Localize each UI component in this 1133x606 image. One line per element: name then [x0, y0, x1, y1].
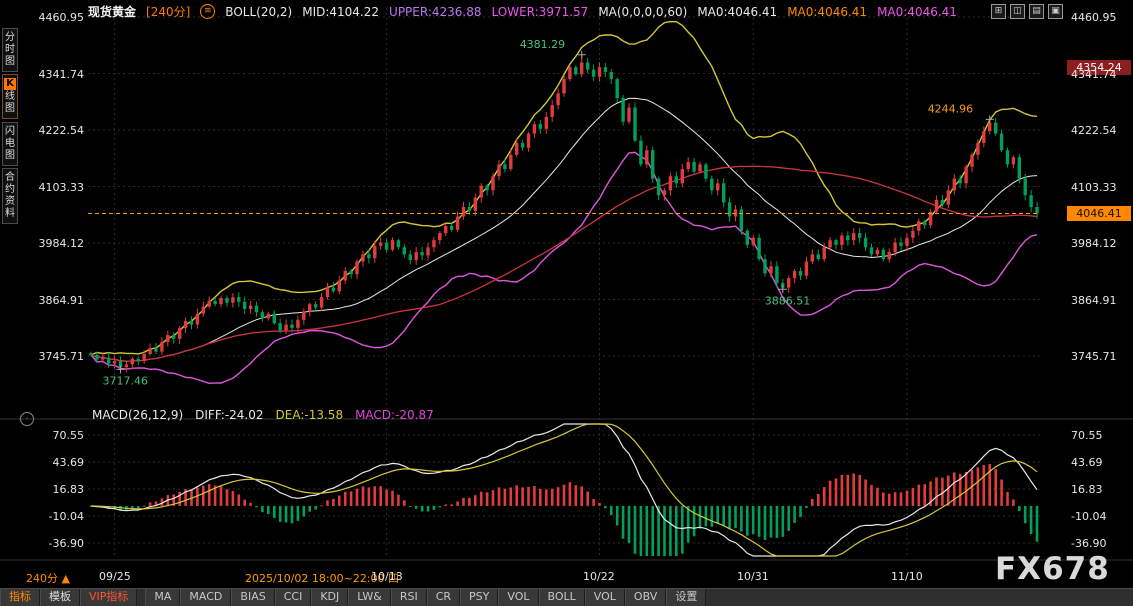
layout-grid-icon[interactable]: ⊞	[991, 4, 1006, 19]
price-axis-label-right: 4341.74	[1071, 68, 1131, 81]
boll-label: BOLL(20,2)	[225, 5, 292, 19]
price-axis-label-left: 3745.71	[26, 350, 84, 363]
sidebar-item-label: 线图	[5, 91, 15, 114]
toolbar-button[interactable]: KDJ	[311, 589, 348, 606]
toolbar-button[interactable]: CCI	[275, 589, 312, 606]
macd-label: MACD(26,12,9)	[92, 408, 183, 422]
toolbar-button[interactable]: BOLL	[539, 589, 585, 606]
toolbar-button[interactable]: MACD	[180, 589, 231, 606]
macd-axis-label-right: -10.04	[1071, 510, 1131, 523]
price-axis-label-right: 4103.33	[1071, 181, 1131, 194]
ma-label: MA(0,0,0,0,60)	[598, 5, 687, 19]
toolbar-button[interactable]: VOL	[498, 589, 538, 606]
macd-axis-label-right: 43.69	[1071, 456, 1131, 469]
date-axis-label: 10/13	[371, 570, 403, 583]
chart-header: 现货黄金 [240分] ≡ BOLL(20,2) MID:4104.22 UPP…	[88, 3, 957, 20]
toolbar-button[interactable]: MA	[145, 589, 180, 606]
toolbar-button[interactable]: 设置	[666, 589, 706, 606]
chevron-up-icon: ▲	[62, 572, 70, 585]
price-annotation: 4381.29	[520, 38, 566, 51]
macd-axis-label-right: -36.90	[1071, 537, 1131, 550]
period-text: 240分	[26, 572, 58, 585]
tab-vip-indicators[interactable]: VIP指标	[80, 589, 137, 606]
toolbar-button[interactable]: RSI	[391, 589, 427, 606]
toolbar-button[interactable]: PSY	[460, 589, 498, 606]
indicator-buttons: MAMACDBIASCCIKDJLW&RSICRPSYVOLBOLLVOLOBV…	[145, 589, 706, 606]
macd-axis-label-left: 16.83	[26, 483, 84, 496]
price-annotations: 4381.29 4244.96 3886.51 3717.46	[103, 38, 994, 388]
price-axis-label-left: 4341.74	[26, 68, 84, 81]
price-axis-label-right: 3745.71	[1071, 350, 1131, 363]
brand-watermark: FX678	[995, 551, 1110, 587]
macd-header: MACD(26,12,9) DIFF:-24.02 DEA:-13.58 MAC…	[92, 408, 434, 422]
price-axis-label-right: 3864.91	[1071, 294, 1131, 307]
layout-rows-icon[interactable]: ▤	[1029, 4, 1044, 19]
indicator-toolbar: 指标 模板 VIP指标 MAMACDBIASCCIKDJLW&RSICRPSYV…	[0, 588, 1133, 606]
k-badge: K	[4, 78, 16, 90]
date-axis-label: 10/22	[583, 570, 615, 583]
tab-indicators[interactable]: 指标	[0, 589, 40, 606]
macd-axis-label-right: 70.55	[1071, 429, 1131, 442]
toolbar-button[interactable]: OBV	[625, 589, 666, 606]
layout-split-icon[interactable]: ◫	[1010, 4, 1025, 19]
macd-axis-label-right: 16.83	[1071, 483, 1131, 496]
pane-collapse-icon[interactable]: ·	[20, 412, 34, 426]
price-axis-label-left: 4103.33	[26, 181, 84, 194]
sidebar-item-contract-info[interactable]: 合约资料	[2, 168, 18, 224]
macd-axis-label-left: -36.90	[26, 537, 84, 550]
sidebar-item-label: 合约资料	[5, 172, 15, 219]
period-selector[interactable]: 240分 ▲	[26, 570, 70, 586]
sidebar-item-time-chart[interactable]: 分时图	[2, 28, 18, 72]
date-axis-label: 11/10	[891, 570, 923, 583]
toolbar-button[interactable]: BIAS	[231, 589, 274, 606]
price-axis-label-left: 3984.12	[26, 237, 84, 250]
macd-dea-value: DEA:-13.58	[276, 408, 344, 422]
macd-histogram	[90, 464, 1039, 556]
ma0-value-3: MA0:4046.41	[877, 5, 957, 19]
toolbar-spacer	[137, 589, 145, 606]
price-axis-label-left: 4222.54	[26, 124, 84, 137]
timeframe-label: [240分]	[146, 3, 190, 20]
sidebar-item-label: 闪电图	[5, 126, 15, 161]
price-axis-label-right: 3984.12	[1071, 237, 1131, 250]
tab-templates[interactable]: 模板	[40, 589, 80, 606]
macd-axis-label-left: -10.04	[26, 510, 84, 523]
macd-axis-label-left: 70.55	[26, 429, 84, 442]
last-price-tag: 4046.41	[1067, 206, 1131, 221]
boll-lower-value: LOWER:3971.57	[492, 5, 589, 19]
layout-full-icon[interactable]: ▣	[1048, 4, 1063, 19]
toolbar-button[interactable]: CR	[427, 589, 460, 606]
sidebar-item-kline-chart[interactable]: K 线图	[2, 74, 18, 119]
price-annotation: 4244.96	[928, 102, 974, 115]
toolbar-button[interactable]: LW&	[348, 589, 391, 606]
date-axis-label: 09/25	[99, 570, 131, 583]
chart-canvas: 4381.29 4244.96 3886.51 3717.46	[0, 0, 1133, 606]
window-layout-icons: ⊞ ◫ ▤ ▣	[991, 4, 1063, 19]
boll-mid-value: MID:4104.22	[302, 5, 379, 19]
symbol-menu-icon[interactable]: ≡	[200, 4, 215, 19]
sidebar-item-label: 分时图	[5, 32, 15, 67]
macd-axis-label-left: 43.69	[26, 456, 84, 469]
price-axis-label-right: 4460.95	[1071, 11, 1131, 24]
price-annotation: 3886.51	[765, 294, 811, 307]
price-annotation: 3717.46	[103, 374, 149, 387]
date-axis-label: 10/31	[737, 570, 769, 583]
macd-diff-value: DIFF:-24.02	[195, 408, 263, 422]
price-axis-label-left: 4460.95	[26, 11, 84, 24]
boll-upper-value: UPPER:4236.88	[389, 5, 481, 19]
symbol-name: 现货黄金	[88, 3, 136, 20]
macd-value: MACD:-20.87	[355, 408, 434, 422]
sidebar-item-lightning-chart[interactable]: 闪电图	[2, 122, 18, 166]
ma0-value-2: MA0:4046.41	[787, 5, 867, 19]
ma0-value-1: MA0:4046.41	[697, 5, 777, 19]
price-axis-label-left: 3864.91	[26, 294, 84, 307]
toolbar-button[interactable]: VOL	[585, 589, 625, 606]
price-axis-label-right: 4222.54	[1071, 124, 1131, 137]
trading-app-window: 4381.29 4244.96 3886.51 3717.46 现货黄金 [240分]…	[0, 0, 1133, 606]
